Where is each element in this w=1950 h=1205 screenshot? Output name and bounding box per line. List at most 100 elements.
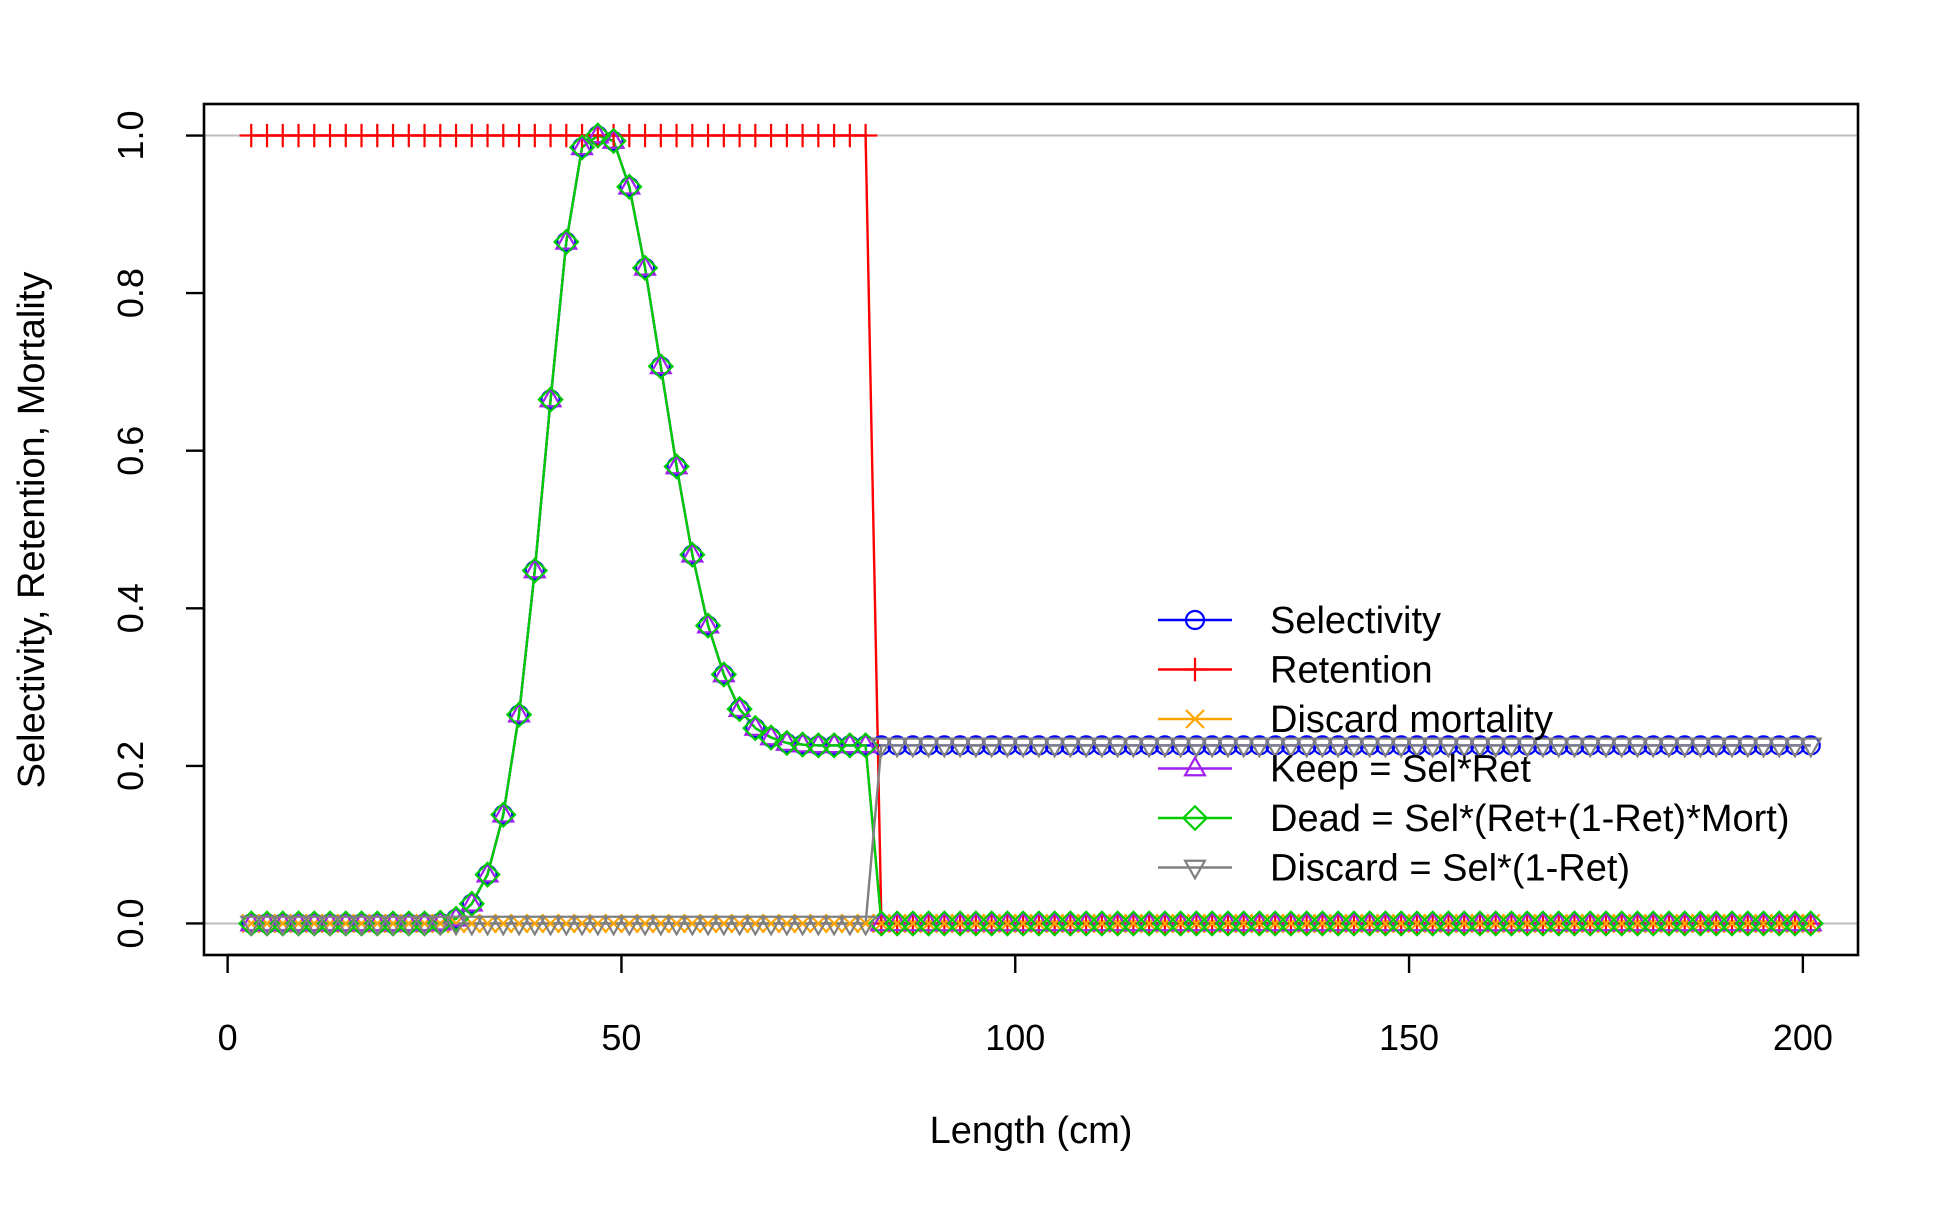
- data-point: [1090, 737, 1114, 759]
- data-point: [586, 122, 610, 144]
- data-point: [255, 915, 279, 937]
- data-point: [743, 915, 768, 937]
- legend-marker: [1185, 709, 1205, 729]
- data-point: [1452, 737, 1476, 759]
- data-point: [773, 729, 801, 757]
- legend-label: Dead = Sel*(Ret+(1-Ret)*Mort): [1270, 798, 1790, 840]
- data-point: [491, 915, 516, 937]
- data-point: [412, 915, 437, 937]
- data-point: [1231, 737, 1256, 759]
- data-point: [633, 254, 657, 276]
- data-point: [1657, 737, 1681, 759]
- x-tick-label: 150: [1379, 1017, 1439, 1058]
- data-point: [932, 737, 957, 759]
- legend-label: Discard = Sel*(1-Ret): [1270, 848, 1630, 890]
- data-point: [1294, 737, 1319, 759]
- data-point: [696, 612, 720, 634]
- data-point: [1420, 737, 1445, 759]
- data-point: [995, 737, 1020, 759]
- data-point: [1074, 737, 1098, 759]
- data-point: [710, 661, 738, 688]
- data-point: [726, 695, 753, 723]
- data-point: [553, 228, 580, 256]
- data-point: [1783, 737, 1807, 759]
- data-point: [523, 557, 547, 579]
- legend-entry: Selectivity: [1158, 600, 1441, 642]
- data-point: [806, 915, 831, 937]
- data-point: [444, 915, 468, 937]
- y-tick-label: 0.6: [110, 426, 151, 476]
- data-point: [507, 915, 531, 937]
- data-point: [505, 701, 533, 728]
- data-point: [239, 915, 264, 937]
- series-markers-group: [239, 737, 1823, 937]
- series-markers: [238, 122, 1824, 937]
- data-point: [1137, 737, 1161, 759]
- data-point: [1121, 737, 1146, 759]
- data-point: [680, 915, 705, 937]
- data-point: [742, 714, 769, 742]
- data-point: [869, 737, 894, 759]
- data-point: [1357, 737, 1382, 759]
- data-point: [365, 915, 390, 937]
- data-point: [460, 915, 484, 937]
- data-point: [538, 915, 563, 937]
- data-point: [1767, 737, 1792, 759]
- data-point: [663, 453, 690, 480]
- legend-entry: Discard = Sel*(1-Ret): [1158, 848, 1630, 890]
- data-point: [349, 915, 374, 937]
- data-point: [1216, 737, 1240, 759]
- data-point: [1515, 737, 1539, 759]
- data-point: [1468, 737, 1492, 759]
- data-point: [491, 801, 516, 823]
- legend-marker: [1183, 859, 1207, 881]
- data-point: [916, 737, 941, 759]
- legend-entry: Retention: [1158, 650, 1433, 692]
- y-tick-label: 0.0: [110, 898, 151, 948]
- data-point: [727, 915, 752, 937]
- data-point: [554, 915, 579, 937]
- data-point: [1011, 737, 1035, 759]
- data-point: [617, 915, 642, 937]
- legend-marker: [1183, 755, 1207, 777]
- data-point: [964, 737, 988, 759]
- legend-label: Discard mortality: [1270, 699, 1553, 741]
- data-point: [1027, 737, 1051, 759]
- data-point: [490, 801, 517, 828]
- data-point: [270, 915, 295, 937]
- data-point: [633, 915, 657, 937]
- data-point: [1436, 737, 1461, 759]
- data-point: [1751, 737, 1776, 759]
- legend-label: Keep = Sel*Ret: [1270, 749, 1531, 791]
- data-point: [743, 715, 768, 736]
- data-point: [1531, 737, 1555, 759]
- data-point: [647, 353, 675, 380]
- legend-marker: [1184, 609, 1206, 631]
- data-point: [664, 453, 689, 475]
- data-point: [475, 861, 500, 883]
- data-point: [1326, 737, 1350, 759]
- data-point: [586, 915, 610, 937]
- data-point: [1798, 737, 1823, 759]
- data-point: [333, 915, 358, 937]
- data-point: [458, 890, 486, 918]
- data-point: [679, 541, 706, 568]
- data-point: [1578, 737, 1602, 759]
- data-point: [775, 915, 799, 937]
- data-point: [757, 724, 785, 751]
- data-point: [523, 915, 547, 937]
- series-markers-group: [238, 122, 1824, 937]
- data-point: [853, 123, 878, 148]
- x-axis-label: Length (cm): [930, 1110, 1133, 1152]
- data-point: [474, 861, 501, 888]
- data-point: [600, 127, 627, 155]
- data-point: [568, 134, 596, 161]
- data-point: [727, 696, 752, 718]
- legend-marker: [1183, 657, 1207, 682]
- y-tick-label: 1.0: [110, 110, 151, 160]
- legend-entry: Dead = Sel*(Ret+(1-Ret)*Mort): [1158, 798, 1790, 840]
- data-point: [790, 915, 815, 937]
- data-point: [649, 915, 673, 937]
- data-point: [712, 661, 736, 683]
- data-point: [1042, 737, 1067, 759]
